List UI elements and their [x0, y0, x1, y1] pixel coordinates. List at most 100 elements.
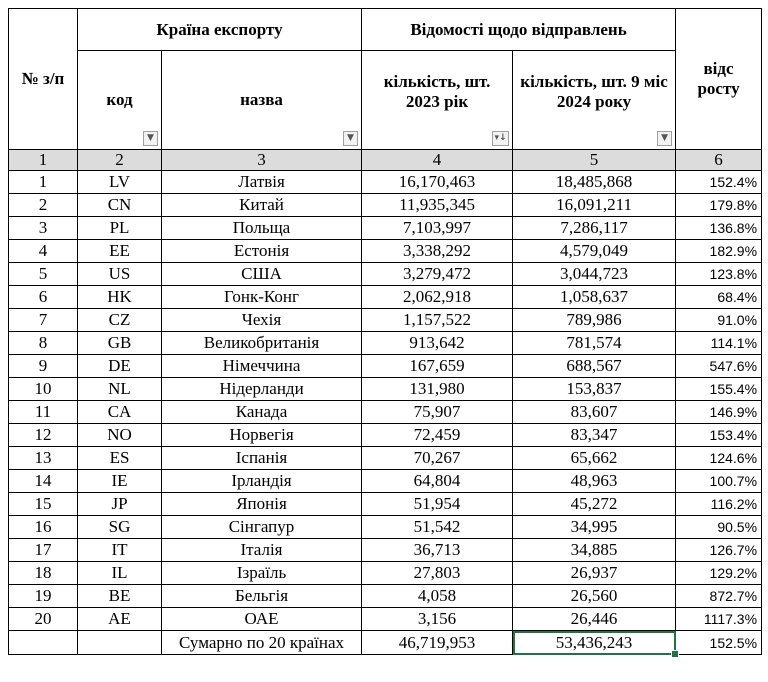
row-name-cell[interactable]: Норвегія — [160, 423, 363, 447]
row-q2024-cell[interactable]: 153,837 — [512, 377, 677, 401]
row-pct-cell[interactable]: 547.6% — [675, 354, 763, 378]
row-name-cell[interactable]: Німеччина — [160, 354, 363, 378]
dropdown-filter-icon[interactable]: ▼ — [657, 131, 673, 146]
row-pct-cell[interactable]: 146.9% — [675, 400, 763, 424]
qty2024-header[interactable]: кількість, шт. 9 міс 2024 року ▼ — [512, 50, 677, 150]
row-name-cell[interactable]: Сінгапур — [160, 515, 363, 539]
row-num-cell[interactable]: 20 — [8, 607, 78, 631]
qty2023-header[interactable]: кількість, шт. 2023 рік ▾↓ — [361, 50, 514, 150]
row-name-cell[interactable]: Нідерланди — [160, 377, 363, 401]
row-num-cell[interactable]: 15 — [8, 492, 78, 516]
growth-header[interactable]: відс росту — [675, 8, 763, 150]
row-code-cell[interactable]: GB — [77, 331, 162, 355]
row-pct-cell[interactable]: 91.0% — [675, 308, 763, 332]
row-num-cell[interactable]: 6 — [8, 285, 78, 309]
dropdown-filter-icon[interactable]: ▼ — [343, 131, 359, 146]
row-num-cell[interactable]: 11 — [8, 400, 78, 424]
row-q2023-cell[interactable]: 64,804 — [361, 469, 514, 493]
row-q2023-cell[interactable]: 36,713 — [361, 538, 514, 562]
row-name-cell[interactable]: Ізраїль — [160, 561, 363, 585]
dropdown-filter-icon[interactable]: ▼ — [143, 131, 158, 146]
column-index-cell[interactable]: 1 — [8, 149, 78, 171]
row-num-cell[interactable]: 3 — [8, 216, 78, 240]
row-name-cell[interactable]: Японія — [160, 492, 363, 516]
row-name-cell[interactable]: Латвія — [160, 170, 363, 194]
row-code-cell[interactable]: HK — [77, 285, 162, 309]
row-pct-cell[interactable]: 126.7% — [675, 538, 763, 562]
row-name-cell[interactable]: Китай — [160, 193, 363, 217]
row-name-cell[interactable]: Іспанія — [160, 446, 363, 470]
row-q2024-cell[interactable]: 83,347 — [512, 423, 677, 447]
row-q2024-cell[interactable]: 4,579,049 — [512, 239, 677, 263]
row-num-cell[interactable]: 17 — [8, 538, 78, 562]
row-code-cell[interactable]: IL — [77, 561, 162, 585]
row-q2023-cell[interactable]: 3,156 — [361, 607, 514, 631]
row-q2023-cell[interactable]: 11,935,345 — [361, 193, 514, 217]
row-q2023-cell[interactable]: 16,170,463 — [361, 170, 514, 194]
total-label-cell[interactable]: Сумарно по 20 країнах — [160, 630, 363, 655]
name-header[interactable]: назва ▼ — [160, 50, 363, 150]
row-q2023-cell[interactable]: 3,338,292 — [361, 239, 514, 263]
row-pct-cell[interactable]: 123.8% — [675, 262, 763, 286]
row-q2024-cell[interactable]: 83,607 — [512, 400, 677, 424]
row-name-cell[interactable]: Гонк-Конг — [160, 285, 363, 309]
column-index-cell[interactable]: 5 — [512, 149, 677, 171]
row-code-cell[interactable]: NL — [77, 377, 162, 401]
row-q2023-cell[interactable]: 75,907 — [361, 400, 514, 424]
row-q2023-cell[interactable]: 167,659 — [361, 354, 514, 378]
row-code-cell[interactable]: SG — [77, 515, 162, 539]
row-code-cell[interactable]: CN — [77, 193, 162, 217]
row-num-cell[interactable]: 4 — [8, 239, 78, 263]
row-code-cell[interactable]: ES — [77, 446, 162, 470]
row-pct-cell[interactable]: 155.4% — [675, 377, 763, 401]
row-pct-cell[interactable]: 152.4% — [675, 170, 763, 194]
column-index-cell[interactable]: 2 — [77, 149, 162, 171]
row-q2024-cell[interactable]: 3,044,723 — [512, 262, 677, 286]
row-code-cell[interactable]: AE — [77, 607, 162, 631]
sort-descending-filter-icon[interactable]: ▾↓ — [492, 131, 510, 146]
row-pct-cell[interactable]: 129.2% — [675, 561, 763, 585]
row-q2023-cell[interactable]: 51,542 — [361, 515, 514, 539]
row-num-cell[interactable]: 18 — [8, 561, 78, 585]
row-name-cell[interactable]: США — [160, 262, 363, 286]
row-num-cell[interactable]: 5 — [8, 262, 78, 286]
row-pct-cell[interactable]: 136.8% — [675, 216, 763, 240]
num-header[interactable]: № з/п — [8, 8, 78, 150]
row-code-cell[interactable]: US — [77, 262, 162, 286]
row-code-cell[interactable]: DE — [77, 354, 162, 378]
row-num-cell[interactable]: 12 — [8, 423, 78, 447]
total-num-cell[interactable] — [8, 630, 78, 655]
row-name-cell[interactable]: Естонія — [160, 239, 363, 263]
row-q2024-cell[interactable]: 16,091,211 — [512, 193, 677, 217]
shipments-group-header[interactable]: Відомості щодо відправлень — [361, 8, 677, 51]
row-num-cell[interactable]: 7 — [8, 308, 78, 332]
row-q2023-cell[interactable]: 131,980 — [361, 377, 514, 401]
row-q2024-cell[interactable]: 789,986 — [512, 308, 677, 332]
row-name-cell[interactable]: Великобританія — [160, 331, 363, 355]
total-q2024-cell-selected[interactable]: 53,436,243 — [512, 630, 680, 658]
row-pct-cell[interactable]: 182.9% — [675, 239, 763, 263]
row-q2024-cell[interactable]: 1,058,637 — [512, 285, 677, 309]
row-name-cell[interactable]: ОАЕ — [160, 607, 363, 631]
country-group-header[interactable]: Країна експорту — [76, 8, 363, 51]
row-name-cell[interactable]: Чехія — [160, 308, 363, 332]
row-pct-cell[interactable]: 1117.3% — [675, 607, 763, 631]
row-q2024-cell[interactable]: 48,963 — [512, 469, 677, 493]
column-index-cell[interactable]: 3 — [160, 149, 363, 171]
row-pct-cell[interactable]: 872.7% — [675, 584, 763, 608]
row-num-cell[interactable]: 14 — [8, 469, 78, 493]
code-header[interactable]: код ▼ — [77, 50, 162, 150]
total-code-cell[interactable] — [77, 630, 162, 655]
row-num-cell[interactable]: 16 — [8, 515, 78, 539]
row-pct-cell[interactable]: 179.8% — [675, 193, 763, 217]
row-q2023-cell[interactable]: 2,062,918 — [361, 285, 514, 309]
total-pct-cell[interactable]: 152.5% — [675, 630, 763, 655]
row-code-cell[interactable]: NO — [77, 423, 162, 447]
row-num-cell[interactable]: 10 — [8, 377, 78, 401]
row-q2024-cell[interactable]: 688,567 — [512, 354, 677, 378]
fill-handle[interactable] — [671, 650, 680, 658]
row-name-cell[interactable]: Канада — [160, 400, 363, 424]
row-name-cell[interactable]: Бельгія — [160, 584, 363, 608]
row-pct-cell[interactable]: 100.7% — [675, 469, 763, 493]
row-code-cell[interactable]: IT — [77, 538, 162, 562]
